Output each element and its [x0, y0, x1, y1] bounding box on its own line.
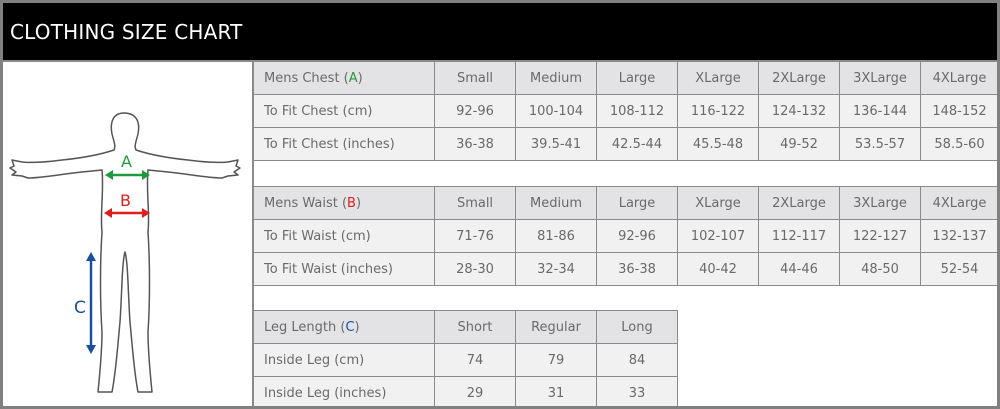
table-cell: 100-104: [515, 94, 597, 128]
column-header: 4XLarge: [920, 61, 999, 95]
header-suffix: ): [357, 70, 363, 86]
table-cell: 53.5-57: [839, 127, 921, 161]
measure-letter: A: [348, 70, 358, 86]
measure-letter: C: [345, 319, 355, 335]
column-header: Small: [434, 61, 516, 95]
table-cell: 28-30: [434, 252, 516, 286]
label-b: B: [120, 191, 131, 210]
table-cell: 48-50: [839, 252, 921, 286]
table-cell: 45.5-48: [677, 127, 759, 161]
human-body-measurement-icon: A B C: [9, 112, 241, 393]
column-header: 2XLarge: [758, 186, 840, 220]
chest-arrow-a: [105, 170, 150, 180]
header-suffix: ): [354, 319, 360, 335]
figure-panel: A B C: [2, 62, 254, 407]
table-cell: 29: [434, 376, 516, 409]
row-label: To Fit Chest (inches): [253, 127, 435, 161]
column-header: Large: [596, 61, 678, 95]
header-prefix: Mens Chest (: [264, 70, 349, 86]
table-cell: 33: [596, 376, 678, 409]
column-header: XLarge: [677, 186, 759, 220]
table-cell: 31: [515, 376, 597, 409]
table-cell: 52-54: [920, 252, 999, 286]
column-header: Medium: [515, 186, 597, 220]
table-cell: 92-96: [596, 219, 678, 253]
title-bar: CLOTHING SIZE CHART: [2, 2, 998, 62]
row-label: Inside Leg (cm): [253, 343, 435, 377]
table-cell: 84: [596, 343, 678, 377]
leg-arrow-c: [86, 252, 96, 354]
row-label: To Fit Waist (inches): [253, 252, 435, 286]
page-title: CLOTHING SIZE CHART: [10, 20, 243, 44]
column-header: Small: [434, 186, 516, 220]
table-cell: 92-96: [434, 94, 516, 128]
table-cell: 49-52: [758, 127, 840, 161]
table-cell: 108-112: [596, 94, 678, 128]
table-cell: 132-137: [920, 219, 999, 253]
column-header: XLarge: [677, 61, 759, 95]
table-cell: 42.5-44: [596, 127, 678, 161]
column-header: 4XLarge: [920, 186, 999, 220]
column-header: Short: [434, 310, 516, 344]
table-cell: 122-127: [839, 219, 921, 253]
table-header-label: Mens Waist (B): [253, 186, 435, 220]
header-prefix: Mens Waist (: [264, 195, 348, 211]
table-cell: 102-107: [677, 219, 759, 253]
measure-letter: B: [347, 195, 356, 211]
label-a: A: [121, 152, 132, 171]
table-cell: 44-46: [758, 252, 840, 286]
table-cell: 116-122: [677, 94, 759, 128]
header-suffix: ): [355, 195, 362, 211]
column-header: Long: [596, 310, 678, 344]
table-cell: 79: [515, 343, 597, 377]
column-header: 3XLarge: [839, 186, 921, 220]
body-outline: [9, 112, 241, 393]
column-header: Large: [596, 186, 678, 220]
table-cell: 124-132: [758, 94, 840, 128]
table-cell: 36-38: [596, 252, 678, 286]
table-cell: 71-76: [434, 219, 516, 253]
table-cell: 58.5-60: [920, 127, 999, 161]
table-cell: 74: [434, 343, 516, 377]
table-cell: 32-34: [515, 252, 597, 286]
row-label: To Fit Waist (cm): [253, 219, 435, 253]
table-header-label: Leg Length (C): [253, 310, 435, 344]
column-header: 3XLarge: [839, 61, 921, 95]
table-cell: 81-86: [515, 219, 597, 253]
table-header-label: Mens Chest (A): [253, 61, 435, 95]
table-cell: 36-38: [434, 127, 516, 161]
row-label: To Fit Chest (cm): [253, 94, 435, 128]
table-cell: 148-152: [920, 94, 999, 128]
label-c: C: [74, 298, 86, 318]
table-cell: 136-144: [839, 94, 921, 128]
table-cell: 112-117: [758, 219, 840, 253]
waist-arrow-b: [104, 208, 150, 218]
table-cell: 39.5-41: [515, 127, 597, 161]
column-header: 2XLarge: [758, 61, 840, 95]
row-label: Inside Leg (inches): [253, 376, 435, 409]
table-cell: 40-42: [677, 252, 759, 286]
column-header: Regular: [515, 310, 597, 344]
header-prefix: Leg Length (: [264, 319, 346, 335]
column-header: Medium: [515, 61, 597, 95]
